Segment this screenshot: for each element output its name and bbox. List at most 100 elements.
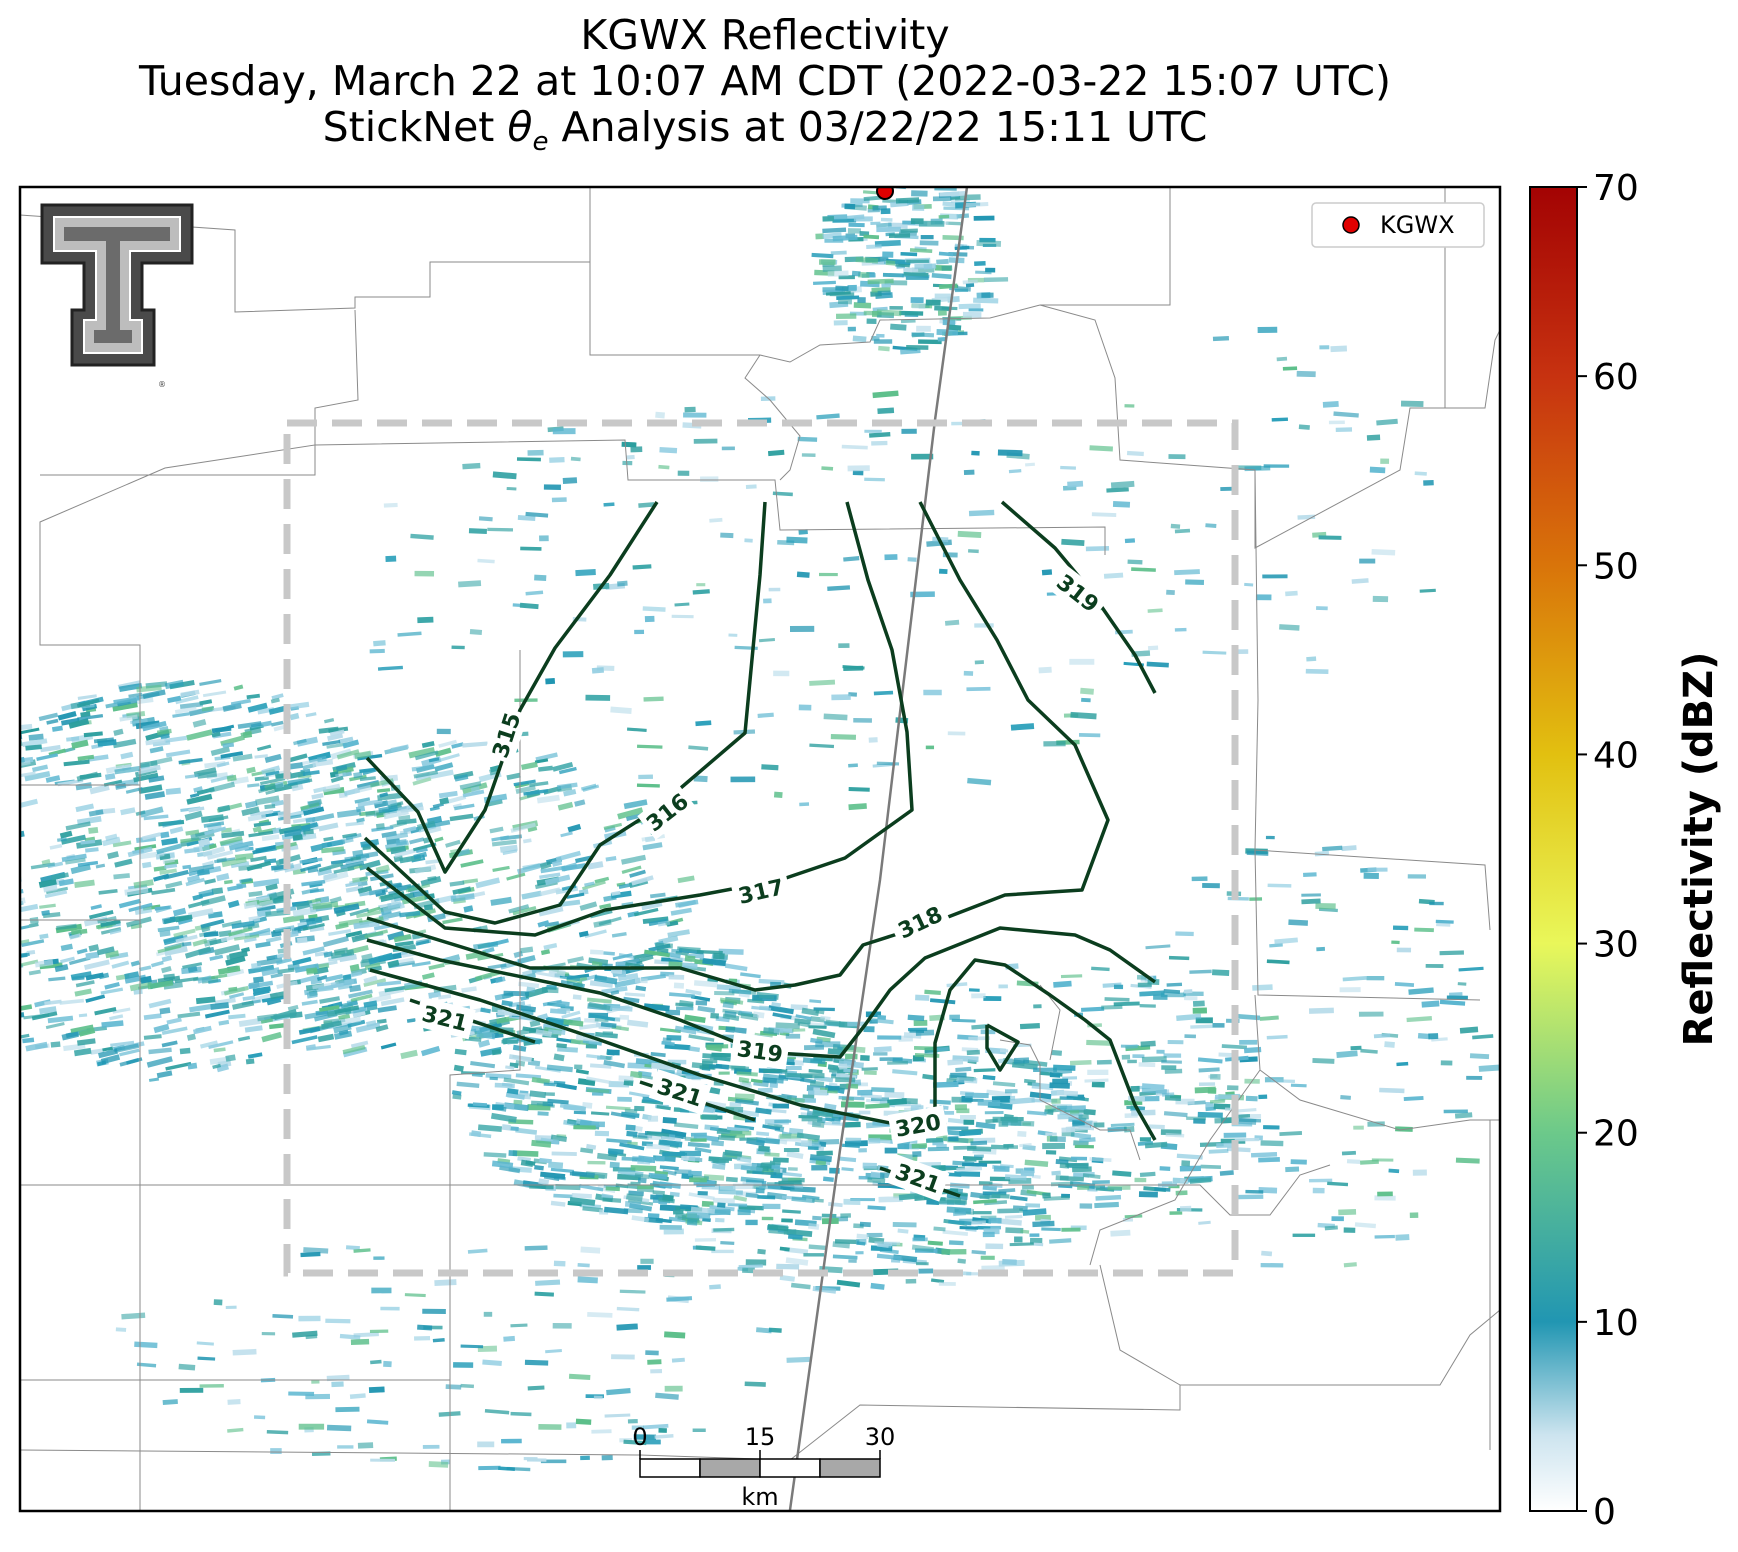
echo-pixel xyxy=(586,997,612,1004)
echo-pixel xyxy=(540,1137,559,1145)
echo-pixel xyxy=(638,774,653,780)
echo-pixel xyxy=(548,1029,566,1036)
echo-pixel xyxy=(301,999,318,1006)
echo-pixel xyxy=(218,1019,230,1026)
echo-pixel xyxy=(872,390,899,399)
scale-segment-3 xyxy=(759,1458,821,1478)
echo-pixel xyxy=(812,1215,822,1221)
echo-pixel xyxy=(735,1098,759,1106)
echo-pixel xyxy=(1380,458,1390,464)
echo-pixel xyxy=(492,865,510,873)
echo-pixel xyxy=(57,778,84,787)
echo-pixel xyxy=(938,214,950,219)
echo-pixel xyxy=(557,782,578,790)
echo-pixel xyxy=(335,1406,360,1413)
echo-pixel xyxy=(919,240,939,246)
echo-pixel xyxy=(661,1040,675,1046)
echo-pixel xyxy=(952,1211,967,1217)
echo-pixel xyxy=(1400,400,1424,408)
echo-pixel xyxy=(1065,1124,1091,1132)
echo-pixel xyxy=(250,809,274,817)
echo-pixel xyxy=(175,695,199,705)
echo-pixel xyxy=(678,999,694,1008)
echo-pixel xyxy=(326,742,348,749)
echo-pixel xyxy=(920,235,934,240)
echo-pixel xyxy=(785,1033,801,1039)
echo-pixel xyxy=(1376,418,1398,426)
echo-pixel xyxy=(816,413,840,420)
echo-pixel xyxy=(414,570,435,577)
echo-pixel xyxy=(862,1162,877,1169)
echo-pixel xyxy=(603,502,615,507)
echo-pixel xyxy=(453,803,475,811)
echo-pixel xyxy=(20,1004,33,1012)
echo-pixel xyxy=(45,775,61,783)
echo-pixel xyxy=(371,825,394,832)
echo-pixel xyxy=(557,1046,578,1053)
echo-pixel xyxy=(321,846,345,854)
echo-pixel xyxy=(199,1040,218,1049)
echo-pixel xyxy=(47,861,64,869)
echo-pixel xyxy=(591,960,603,967)
echo-pixel xyxy=(637,1177,647,1184)
echo-pixel xyxy=(937,337,946,342)
echo-pixel xyxy=(1236,649,1249,654)
echo-pixel xyxy=(781,1171,803,1178)
echo-pixel xyxy=(827,270,849,277)
echo-pixel xyxy=(985,267,996,273)
echo-pixel xyxy=(211,731,221,738)
echo-pixel xyxy=(591,667,605,674)
echo-pixel xyxy=(677,470,690,476)
echo-pixel xyxy=(956,1076,978,1084)
echo-pixel xyxy=(544,921,560,928)
echo-pixel xyxy=(605,1186,620,1192)
echo-pixel xyxy=(68,718,90,729)
echo-pixel xyxy=(495,976,506,984)
echo-pixel xyxy=(369,1329,389,1334)
echo-pixel xyxy=(1333,411,1359,418)
echo-pixel xyxy=(997,449,1023,457)
echo-pixel xyxy=(606,1138,632,1144)
echo-pixel xyxy=(895,263,910,268)
echo-pixel xyxy=(210,746,231,757)
echo-pixel xyxy=(185,877,205,887)
echo-pixel xyxy=(910,297,924,304)
echo-pixel xyxy=(282,914,305,924)
echo-pixel xyxy=(161,819,182,828)
echo-pixel xyxy=(1407,874,1426,879)
echo-pixel xyxy=(74,988,92,997)
echo-pixel xyxy=(712,1163,726,1170)
echo-pixel xyxy=(163,934,185,946)
echo-pixel xyxy=(1045,1132,1057,1136)
echo-pixel xyxy=(1082,1173,1101,1180)
echo-pixel xyxy=(993,1165,1010,1172)
echo-pixel xyxy=(773,791,783,799)
echo-pixel xyxy=(492,471,517,480)
echo-pixel xyxy=(186,729,213,741)
echo-pixel xyxy=(70,863,91,875)
echo-pixel xyxy=(627,1183,639,1190)
echo-pixel xyxy=(308,798,323,808)
echo-pixel xyxy=(368,1386,385,1394)
echo-pixel xyxy=(1,851,14,859)
echo-pixel xyxy=(161,916,176,925)
echo-pixel xyxy=(763,1069,788,1073)
echo-pixel xyxy=(539,861,552,870)
echo-pixel xyxy=(1009,1195,1028,1202)
echo-pixel xyxy=(1170,523,1181,529)
echo-pixel xyxy=(252,986,271,994)
echo-pixel xyxy=(884,1091,905,1098)
echo-pixel xyxy=(255,899,274,910)
echo-pixel xyxy=(1147,645,1159,651)
echo-pixel xyxy=(20,798,39,809)
echo-pixel xyxy=(728,633,738,637)
echo-pixel xyxy=(644,1439,661,1445)
echo-pixel xyxy=(34,959,54,968)
echo-pixel xyxy=(1218,1052,1235,1058)
echo-pixel xyxy=(966,686,991,692)
echo-pixel xyxy=(756,1131,770,1137)
echo-pixel xyxy=(802,1094,815,1099)
radar-site-marker xyxy=(876,187,894,200)
echo-pixel xyxy=(385,832,409,841)
county-boundaries xyxy=(20,187,1500,1510)
